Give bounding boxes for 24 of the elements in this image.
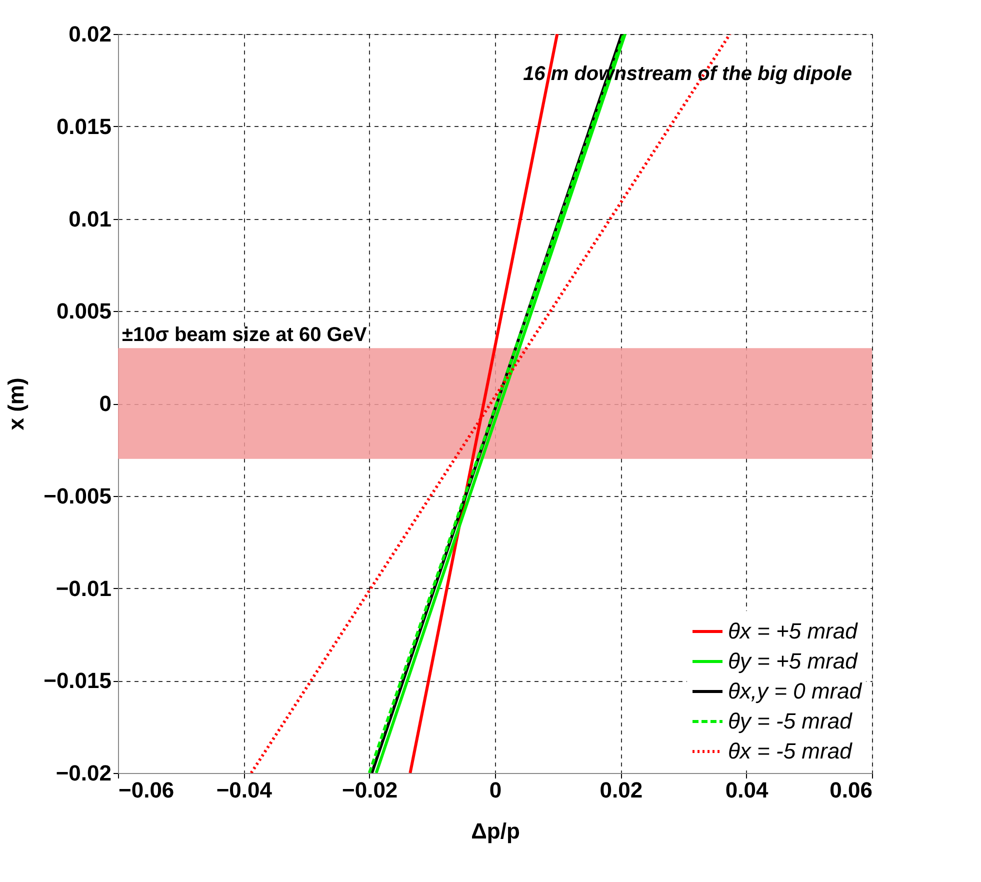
x-tick-label: −0.02 [342,778,398,802]
y-tick-label: 0.005 [56,298,112,324]
y-tick-label: −0.005 [44,483,112,508]
x-tick-label: 0 [489,778,502,802]
y-axis-title: x (m) [4,378,29,430]
legend-label: θy = -5 mrad [728,708,853,734]
y-tick-label: 0.02 [68,22,112,46]
y-tick-label: −0.01 [56,576,112,601]
x-tick-label: −0.04 [216,778,273,802]
y-tick-label: −0.02 [56,760,112,786]
x-tick-label: −0.06 [118,778,174,802]
y-tick-label: 0 [99,391,112,416]
y-tick-label: −0.015 [44,668,112,694]
x-axis-title: Δp/p [471,818,520,844]
legend-label: θx = -5 mrad [728,738,853,764]
x-tick-label: 0.02 [600,778,643,802]
y-tick-label: 0.01 [68,206,112,232]
x-tick-label: 0.04 [725,778,769,802]
x-tick-label: 0.06 [830,778,872,802]
legend-label: θx,y = 0 mrad [728,678,862,704]
legend-label: θx = +5 mrad [728,618,858,644]
y-tick-label: 0.015 [56,114,112,139]
band-label: ±10σ beam size at 60 GeV [122,324,368,346]
legend-label: θy = +5 mrad [728,648,858,674]
